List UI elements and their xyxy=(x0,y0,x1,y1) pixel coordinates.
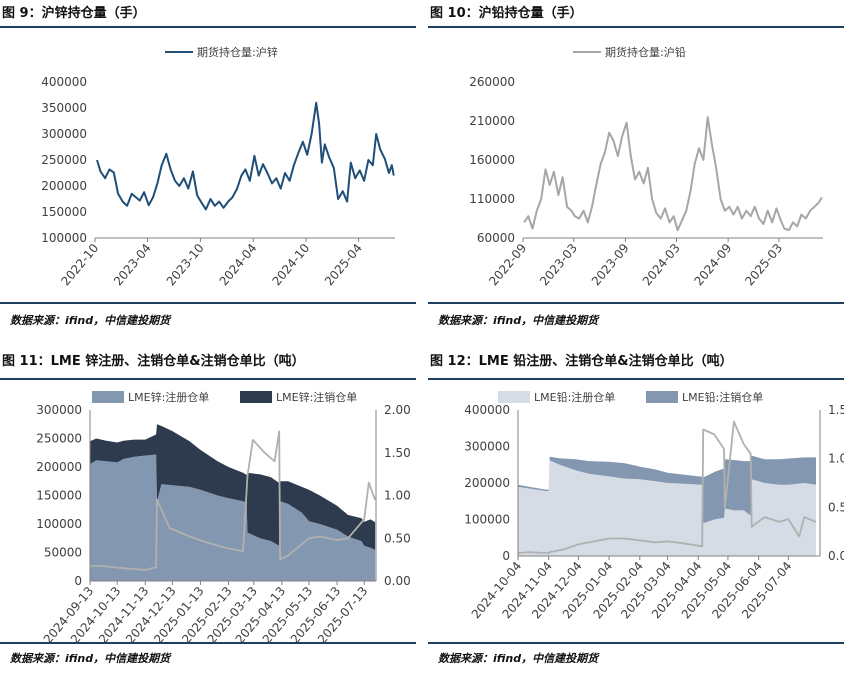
x-tick-label: 2025-04 xyxy=(322,241,365,288)
y-tick-label: 250000 xyxy=(36,432,82,446)
chart-panel-lme-lead-warrants: 图 12：LME 铅注册、注销仓单&注销仓单比（吨） 0 100000 200000… xyxy=(428,348,844,676)
y2-tick-label: 0.00 xyxy=(384,574,411,588)
y-tick-label: 400000 xyxy=(41,75,87,89)
y-tick-label: 150000 xyxy=(36,489,82,503)
source-rule xyxy=(0,302,416,304)
y-tick-label: 300000 xyxy=(464,440,510,454)
x-tick-label: 2024-04 xyxy=(217,241,260,288)
series-line-0 xyxy=(96,101,395,211)
x-tick-label: 2023-10 xyxy=(164,241,207,288)
series-area-0 xyxy=(518,460,816,556)
legend-swatch xyxy=(646,391,678,403)
y-tick-label: 100000 xyxy=(36,517,82,531)
y-tick-label: 100000 xyxy=(41,231,87,245)
series-line-2 xyxy=(89,430,376,571)
y-tick-label: 150000 xyxy=(41,205,87,219)
chart-svg: 100000 150000 200000 250000 300000 350000 4000… xyxy=(41,45,395,288)
x-tick-label: 2022-09 xyxy=(486,241,529,288)
chart-panel-lead-open-interest: 图 10：沪铅持仓量（手） 60000 110000 160000 210000 260… xyxy=(428,0,844,336)
chart-source: 数据来源：ifind，中信建投期货 xyxy=(438,652,599,665)
title-rule xyxy=(428,26,844,28)
legend-label: LME铅:注销仓单 xyxy=(682,390,763,404)
y2-tick-label: 1.50 xyxy=(384,446,411,460)
series-area-1 xyxy=(518,455,816,524)
y-tick-label: 260000 xyxy=(469,75,515,89)
y-tick-label: 160000 xyxy=(469,153,515,167)
legend-label: LME锌:注销仓单 xyxy=(276,390,357,404)
y2-tick-label: 0.50 xyxy=(384,531,411,545)
source-rule xyxy=(428,642,844,644)
y-tick-label: 200000 xyxy=(464,476,510,490)
chart-panel-zinc-open-interest: 图 9：沪锌持仓量（手） 100000 150000 200000 250000 300… xyxy=(0,0,416,336)
legend-label: LME锌:注册仓单 xyxy=(128,390,209,404)
legend-label: 期货持仓量:沪锌 xyxy=(197,45,278,59)
chart-svg: 0 50000 100000 150000 200000 250000 300000 0.00… xyxy=(36,390,411,644)
legend-label: LME铅:注册仓单 xyxy=(534,390,615,404)
chart-svg: 0 100000 200000 300000 400000 0.00 0.50 1.00 1.5… xyxy=(464,390,844,621)
y-tick-label: 100000 xyxy=(464,513,510,527)
x-tick-label: 2022-10 xyxy=(58,241,101,288)
x-tick-label: 2025-03 xyxy=(742,241,785,288)
x-tick-label: 2024-10 xyxy=(269,241,312,288)
chart-title: 图 10：沪铅持仓量（手） xyxy=(430,6,583,21)
series-line-0 xyxy=(523,116,823,232)
source-rule xyxy=(428,302,844,304)
y-tick-label: 210000 xyxy=(469,114,515,128)
y-tick-label: 400000 xyxy=(464,403,510,417)
y-tick-label: 0 xyxy=(502,549,510,563)
x-tick-label: 2023-04 xyxy=(111,241,154,288)
y2-tick-label: 0.50 xyxy=(828,500,844,514)
y-tick-label: 300000 xyxy=(36,403,82,417)
y2-tick-label: 0.00 xyxy=(828,549,844,563)
chart-title: 图 12：LME 铅注册、注销仓单&注销仓单比（吨） xyxy=(430,354,733,369)
legend-swatch xyxy=(498,391,530,403)
x-tick-label: 2024-03 xyxy=(640,241,683,288)
x-tick-label: 2023-09 xyxy=(589,241,632,288)
title-rule xyxy=(0,378,416,380)
source-rule xyxy=(0,642,416,644)
chart-title: 图 11：LME 锌注册、注销仓单&注销仓单比（吨） xyxy=(2,354,305,369)
y-tick-label: 350000 xyxy=(41,101,87,115)
x-tick-label: 2023-03 xyxy=(537,241,580,288)
y-tick-label: 250000 xyxy=(41,153,87,167)
y2-tick-label: 2.00 xyxy=(384,403,411,417)
series-area-1 xyxy=(90,424,376,550)
legend-swatch xyxy=(240,391,272,403)
y-tick-label: 50000 xyxy=(44,546,82,560)
title-rule xyxy=(428,378,844,380)
x-tick-label: 2024-09 xyxy=(691,241,734,288)
chart-source: 数据来源：ifind，中信建投期货 xyxy=(10,652,171,665)
y2-tick-label: 1.50 xyxy=(828,403,844,417)
legend-swatch xyxy=(92,391,124,403)
y2-tick-label: 1.00 xyxy=(384,489,411,503)
chart-source: 数据来源：ifind，中信建投期货 xyxy=(10,314,171,327)
y-tick-label: 60000 xyxy=(477,231,515,245)
y-tick-label: 300000 xyxy=(41,127,87,141)
y-tick-label: 110000 xyxy=(469,192,515,206)
chart-panel-lme-zinc-warrants: 图 11：LME 锌注册、注销仓单&注销仓单比（吨） 0 50000 100000 1… xyxy=(0,348,416,676)
y-tick-label: 200000 xyxy=(41,179,87,193)
y-tick-label: 0 xyxy=(74,574,82,588)
chart-source: 数据来源：ifind，中信建投期货 xyxy=(438,314,599,327)
y2-tick-label: 1.00 xyxy=(828,452,844,466)
legend-label: 期货持仓量:沪铅 xyxy=(605,45,686,59)
y-tick-label: 200000 xyxy=(36,460,82,474)
chart-title: 图 9：沪锌持仓量（手） xyxy=(2,6,146,21)
series-area-0 xyxy=(90,454,376,581)
series-line-2 xyxy=(517,420,817,554)
title-rule xyxy=(0,26,416,28)
